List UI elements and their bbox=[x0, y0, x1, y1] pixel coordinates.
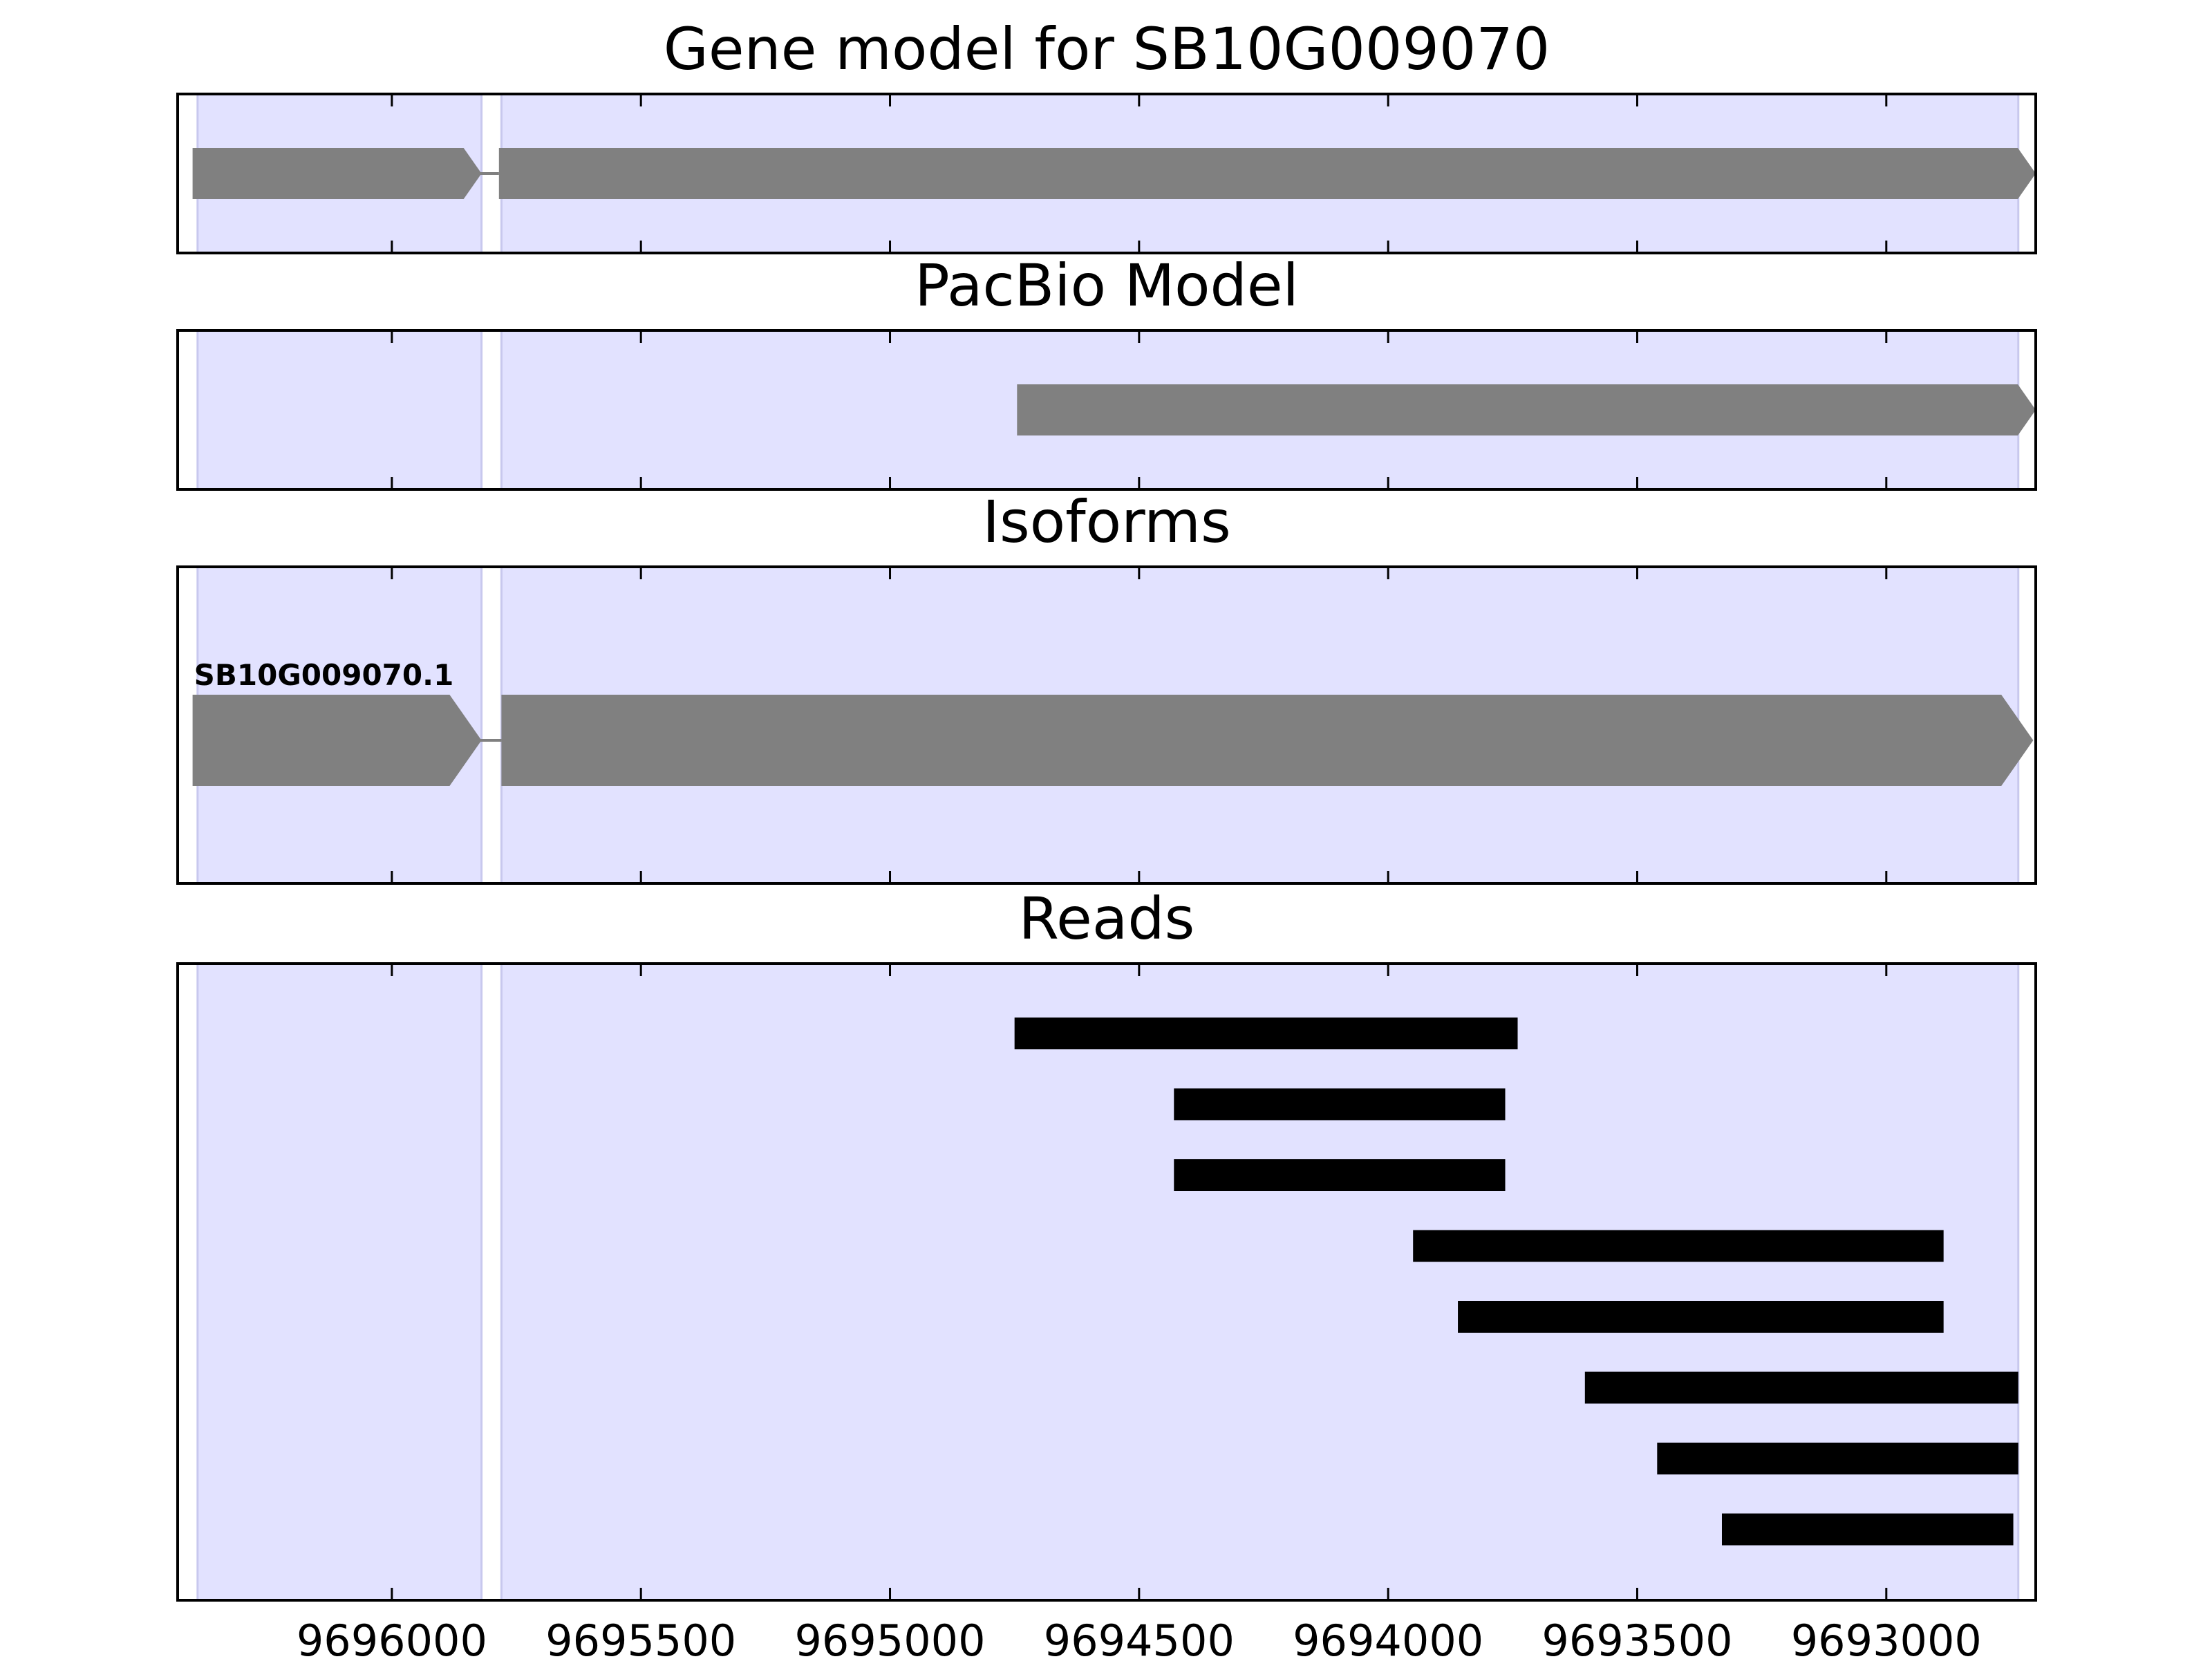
gene-model-title: Gene model for SB10G009070 bbox=[664, 15, 1550, 83]
read-8 bbox=[1721, 1513, 2014, 1546]
pacbio-frame bbox=[176, 329, 2037, 491]
reads-frame bbox=[176, 962, 2037, 1602]
x-tick-label: 9693500 bbox=[1541, 1615, 1732, 1659]
gene-model-frame bbox=[176, 93, 2037, 254]
read-5 bbox=[1458, 1301, 1944, 1333]
pacbio-exon-1 bbox=[1017, 384, 2036, 435]
pacbio-title: PacBio Model bbox=[915, 252, 1299, 319]
gene-model-panel: Gene model for SB10G009070 bbox=[176, 15, 2037, 254]
gene-model-exon-1 bbox=[192, 148, 482, 199]
pacbio-panel: PacBio Model bbox=[176, 252, 2037, 491]
x-tick-label: 9694500 bbox=[1044, 1615, 1235, 1659]
read-3 bbox=[1174, 1159, 1506, 1191]
x-tick-label: 9694000 bbox=[1293, 1615, 1483, 1659]
read-6 bbox=[1584, 1371, 2018, 1404]
isoform-label: SB10G009070.1 bbox=[194, 658, 454, 692]
x-tick-label: 9693000 bbox=[1791, 1615, 1982, 1659]
x-axis: 9696000 9695500 9695000 9694500 9694000 96935… bbox=[297, 1615, 1982, 1659]
read-2 bbox=[1174, 1088, 1506, 1121]
isoform-1: SB10G009070.1 bbox=[192, 658, 2034, 786]
read-7 bbox=[1657, 1443, 2018, 1474]
isoform-1-exon-2 bbox=[501, 695, 2034, 786]
reads-exon-region-2 bbox=[500, 962, 2020, 1602]
read-1 bbox=[1014, 1018, 1518, 1049]
isoform-1-exon-1 bbox=[192, 695, 482, 786]
isoforms-panel: Isoforms SB10G009070.1 bbox=[176, 488, 2037, 885]
panels-layer: Gene model for SB10G009070 PacBio Model Is… bbox=[176, 15, 2037, 1602]
isoforms-title: Isoforms bbox=[982, 488, 1231, 556]
x-tick-label: 9696000 bbox=[297, 1615, 487, 1659]
isoforms-frame bbox=[176, 565, 2037, 885]
reads-exon-region-1 bbox=[196, 962, 483, 1602]
gene-model-exon-2 bbox=[498, 148, 2036, 199]
reads-panel: Reads bbox=[176, 885, 2037, 1602]
x-tick-label: 9695500 bbox=[545, 1615, 736, 1659]
x-tick-label: 9695000 bbox=[794, 1615, 985, 1659]
read-4 bbox=[1413, 1230, 1944, 1262]
pacbio-exon-region-1 bbox=[196, 329, 483, 491]
reads-title: Reads bbox=[1019, 885, 1195, 953]
